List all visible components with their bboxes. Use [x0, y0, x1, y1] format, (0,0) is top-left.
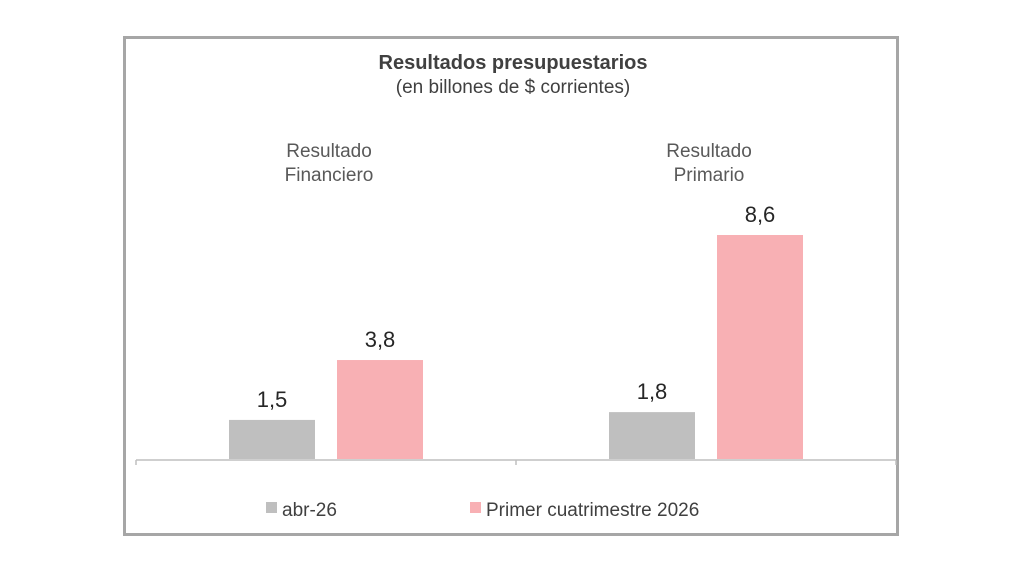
- legend-swatch: [266, 502, 277, 513]
- data-label: 1,5: [257, 387, 288, 412]
- chart-title: Resultados presupuestarios: [379, 52, 648, 74]
- bars: 1,5 3,8 1,8 8,6: [229, 202, 803, 459]
- x-axis: [135, 459, 897, 465]
- legend-swatch: [470, 502, 481, 513]
- legend-label: Primer cuatrimestre 2026: [486, 500, 699, 521]
- category-label: Resultado: [286, 141, 372, 162]
- bar: [229, 419, 315, 459]
- category-label: Primario: [674, 165, 745, 186]
- bar: [609, 412, 695, 459]
- category-label: Resultado: [666, 141, 752, 162]
- data-label: 3,8: [365, 327, 396, 352]
- legend: abr-26 Primer cuatrimestre 2026: [266, 500, 699, 521]
- bar: [337, 360, 423, 459]
- data-label: 8,6: [745, 202, 776, 227]
- chart-subtitle: (en billones de $ corrientes): [396, 77, 630, 98]
- bar: [717, 235, 803, 459]
- data-label: 1,8: [637, 379, 668, 404]
- category-labels: Resultado Financiero Resultado Primario: [285, 141, 752, 186]
- legend-label: abr-26: [282, 500, 337, 521]
- category-label: Financiero: [285, 165, 374, 186]
